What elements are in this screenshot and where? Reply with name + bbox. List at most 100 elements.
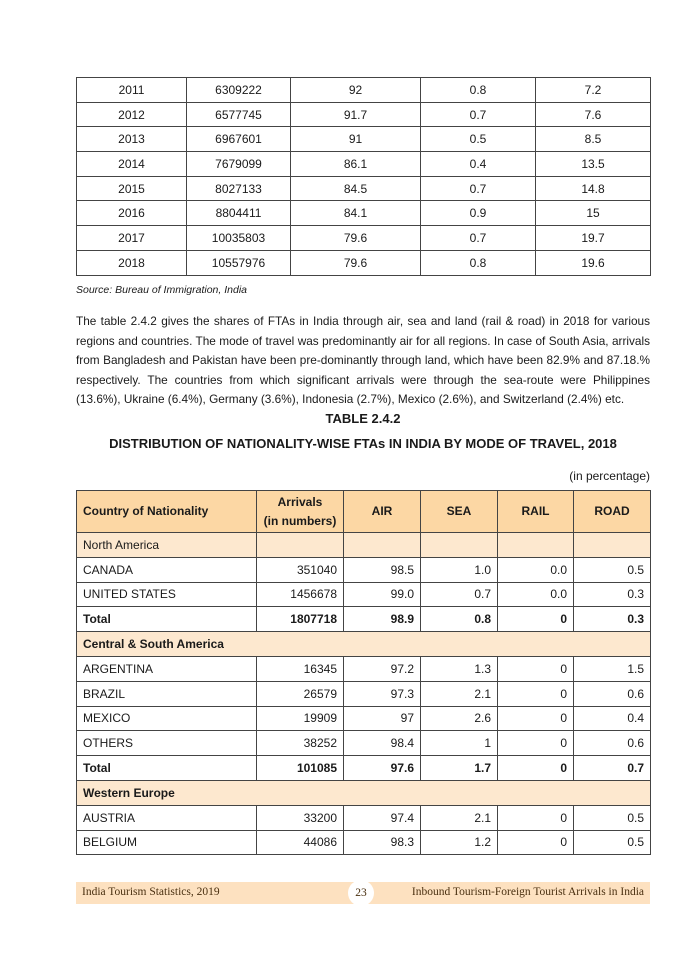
table-cell: 38252 [256, 730, 344, 757]
table-cell: 97.2 [343, 655, 421, 682]
table-cell: 1.0 [420, 556, 498, 583]
table-cell: 0 [497, 804, 574, 831]
region-cell: Central & South America [76, 631, 651, 657]
header-line: (in numbers) [263, 513, 337, 528]
empty-cell [420, 532, 498, 558]
table-cell: BELGIUM [76, 829, 257, 856]
table-cell: 0.8 [420, 77, 536, 103]
table-cell: 79.6 [290, 249, 421, 276]
table-cell: 98.9 [343, 606, 421, 633]
table-cell: 91.7 [290, 101, 421, 128]
table-title: TABLE 2.4.2 [325, 411, 401, 426]
table-cell: 13.5 [535, 151, 651, 177]
table-cell: 0.6 [573, 730, 651, 757]
table-cell: 0.4 [420, 151, 536, 177]
table-cell: 84.5 [290, 175, 421, 202]
table-cell: 0.9 [420, 200, 536, 227]
table-cell: 0 [497, 705, 574, 732]
table-cell: 2014 [76, 151, 187, 177]
table-cell: 84.1 [290, 200, 421, 227]
empty-cell [497, 532, 574, 558]
table-cell: 0.3 [573, 606, 651, 633]
empty-cell [343, 532, 421, 558]
table-cell: 19.7 [535, 225, 651, 251]
table-cell: 7679099 [186, 151, 291, 177]
table-subtitle: DISTRIBUTION OF NATIONALITY-WISE FTAs IN… [109, 436, 617, 451]
table-cell: 0 [497, 606, 574, 633]
table-cell: Total [76, 606, 257, 633]
table-cell: 2.6 [420, 705, 498, 732]
table-row: BRAZIL 26579 97.3 2.1 0 0.6 [76, 680, 651, 707]
table-cell: 19909 [256, 705, 344, 732]
table-cell: 0 [497, 680, 574, 707]
table-cell: 0.5 [573, 829, 651, 856]
page-number: 23 [348, 880, 374, 906]
table-row: 2015 8027133 84.5 0.7 14.8 [76, 175, 651, 202]
table-cell: 0.3 [573, 581, 651, 608]
table-cell: 0 [497, 655, 574, 682]
table-cell: 98.4 [343, 730, 421, 757]
table-row: OTHERS 38252 98.4 1 0 0.6 [76, 730, 651, 757]
empty-cell [573, 532, 651, 558]
table-cell: 2011 [76, 77, 187, 103]
table-cell: CANADA [76, 556, 257, 583]
table-cell: 2013 [76, 126, 187, 153]
table-cell: 2017 [76, 225, 187, 251]
header-cell: RAIL [497, 490, 574, 533]
region-cell: North America [76, 532, 257, 558]
table-cell: 101085 [256, 755, 344, 781]
table-cell: 15 [535, 200, 651, 227]
table-cell: 44086 [256, 829, 344, 856]
table-cell: 6309222 [186, 77, 291, 103]
table-cell: 91 [290, 126, 421, 153]
table-cell: 2015 [76, 175, 187, 202]
table-row: BELGIUM 44086 98.3 1.2 0 0.5 [76, 829, 651, 856]
paragraph: The table 2.4.2 gives the shares of FTAs… [76, 314, 650, 407]
table-cell: 2.1 [420, 680, 498, 707]
table-cell: 1807718 [256, 606, 344, 633]
table-cell: 0.5 [573, 556, 651, 583]
table-row: 2016 8804411 84.1 0.9 15 [76, 200, 651, 227]
table-cell: 8027133 [186, 175, 291, 202]
table-cell: 19.6 [535, 249, 651, 276]
header-cell: AIR [343, 490, 421, 533]
table-cell: 97.4 [343, 804, 421, 831]
header-line: Arrivals [277, 494, 323, 509]
empty-cell [256, 532, 344, 558]
table-cell: UNITED STATES [76, 581, 257, 608]
table-cell: 1.3 [420, 655, 498, 682]
table-cell: Total [76, 755, 257, 781]
table-row: AUSTRIA 33200 97.4 2.1 0 0.5 [76, 804, 651, 831]
table-cell: AUSTRIA [76, 804, 257, 831]
table-cell: 7.2 [535, 77, 651, 103]
header-cell: Country of Nationality [76, 490, 257, 533]
table-row: MEXICO 19909 97 2.6 0 0.4 [76, 705, 651, 732]
table-cell: 98.3 [343, 829, 421, 856]
table-row: CANADA 351040 98.5 1.0 0.0 0.5 [76, 556, 651, 583]
table-cell: 10557976 [186, 249, 291, 276]
table-cell: 1.2 [420, 829, 498, 856]
table-cell: 0 [497, 829, 574, 856]
table-row: 2014 7679099 86.1 0.4 13.5 [76, 151, 651, 177]
region-row: Central & South America [76, 631, 651, 657]
table-cell: 0.7 [573, 755, 651, 781]
table-cell: 0.7 [420, 101, 536, 128]
table-cell: OTHERS [76, 730, 257, 757]
table-cell: 97.3 [343, 680, 421, 707]
table-cell: MEXICO [76, 705, 257, 732]
header-row: Country of Nationality Arrivals (in number… [76, 490, 651, 533]
table-cell: 16345 [256, 655, 344, 682]
source-note: Source: Bureau of Immigration, India [76, 284, 248, 296]
table-cell: 351040 [256, 556, 344, 583]
table-cell: 1.5 [573, 655, 651, 682]
table-cell: 1456678 [256, 581, 344, 608]
unit-note: (in percentage) [569, 469, 650, 483]
table-cell: 2.1 [420, 804, 498, 831]
table-cell: 97 [343, 705, 421, 732]
table-cell: BRAZIL [76, 680, 257, 707]
table-cell: 0.6 [573, 680, 651, 707]
table-cell: 0 [497, 755, 574, 781]
table-row: 2018 10557976 79.6 0.8 19.6 [76, 249, 651, 276]
table-cell: 0.5 [573, 804, 651, 831]
